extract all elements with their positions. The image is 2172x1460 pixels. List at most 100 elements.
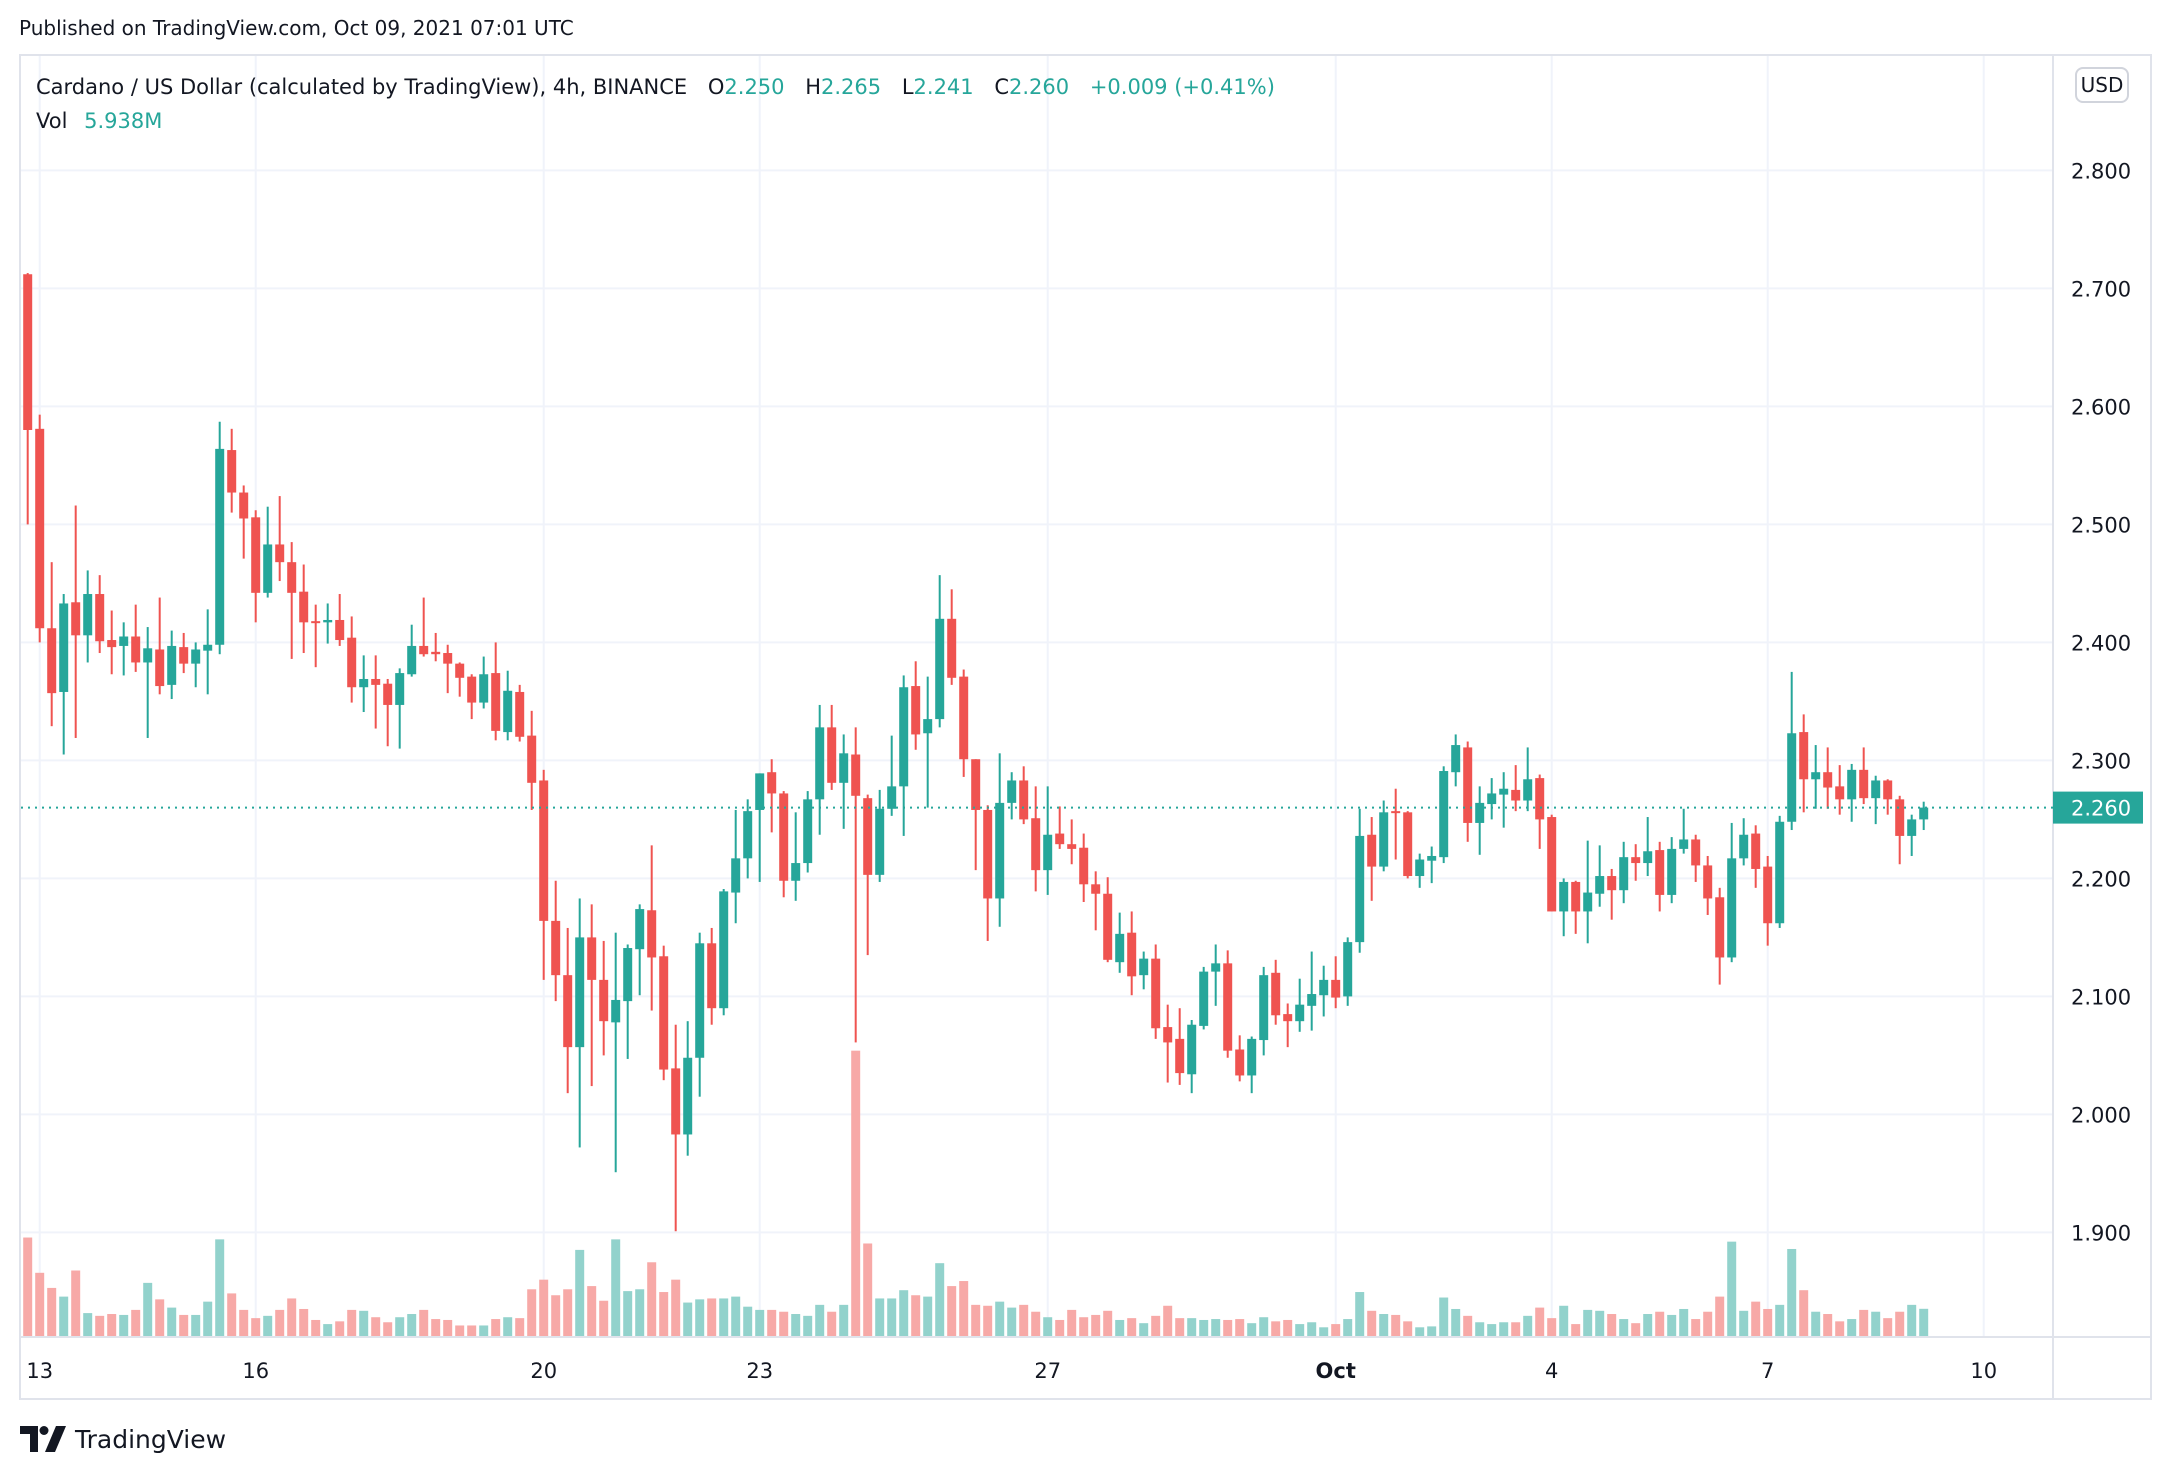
volume-bar [1571, 1324, 1581, 1336]
candle [623, 944, 633, 1059]
candle [251, 510, 261, 623]
candle-body [1283, 1014, 1293, 1022]
candle [575, 898, 585, 1148]
candle [1163, 1004, 1173, 1083]
candle-body [1907, 819, 1917, 836]
candle-body [1355, 835, 1365, 943]
candle [671, 1024, 681, 1232]
candle [1211, 944, 1221, 1006]
candle [155, 597, 165, 695]
volume-bar [1271, 1321, 1281, 1336]
candle [659, 945, 669, 1081]
candle-body [107, 640, 117, 648]
candle [911, 661, 921, 750]
volume-bar [575, 1249, 585, 1336]
candle [1559, 878, 1569, 937]
candle [1871, 775, 1881, 825]
tradingview-logo[interactable]: TradingView [20, 1424, 226, 1454]
candle [971, 759, 981, 871]
volume-bar [347, 1309, 357, 1336]
candle [1583, 840, 1593, 944]
candle [1727, 822, 1737, 963]
candle-body [971, 759, 981, 810]
candle-body [1007, 780, 1017, 803]
volume-bar [59, 1296, 69, 1336]
candle [1283, 1003, 1293, 1048]
candle [695, 932, 705, 1097]
volume-bar [899, 1290, 909, 1336]
candle-body [839, 753, 849, 783]
volume-label[interactable]: Vol [36, 109, 68, 133]
volume-bar [371, 1317, 381, 1336]
last-price-badge [2053, 791, 2143, 824]
candle [587, 904, 597, 1087]
candle [551, 880, 561, 1002]
time-axis-label: 27 [1034, 1359, 1061, 1383]
candle-body [1475, 802, 1485, 823]
volume-bar [1043, 1317, 1053, 1336]
volume-bar [635, 1289, 645, 1336]
candle-body [83, 594, 93, 636]
volume-bar [1055, 1319, 1065, 1336]
candle-wick [422, 597, 425, 657]
time-axis-label: 16 [242, 1359, 269, 1383]
candle [1043, 786, 1053, 895]
volume-bar [35, 1272, 45, 1336]
candle-body [1895, 799, 1905, 836]
candle-body [767, 772, 777, 794]
high-value: 2.265 [821, 75, 882, 99]
volume-bar [647, 1262, 657, 1336]
candle [1379, 800, 1389, 872]
currency-button[interactable]: USD [2075, 67, 2129, 103]
volume-bar [1583, 1309, 1593, 1336]
volume-bar [599, 1300, 609, 1336]
volume-bar [683, 1302, 693, 1336]
volume-bar [335, 1321, 345, 1336]
candle [875, 789, 885, 882]
volume-bar [887, 1298, 897, 1336]
volume-bar [1019, 1304, 1029, 1336]
volume-bar [107, 1314, 117, 1336]
candle [1823, 747, 1833, 809]
candle [635, 904, 645, 996]
candle [1103, 877, 1113, 963]
candle-wick [122, 622, 125, 676]
candle-body [1031, 818, 1041, 871]
candle-body [251, 517, 261, 593]
volume-bar [71, 1270, 81, 1336]
grid-lines [21, 56, 2053, 1336]
candle [347, 616, 357, 703]
candle-body [659, 956, 669, 1070]
time-axis-label: 13 [26, 1359, 53, 1383]
candle [1403, 811, 1413, 879]
volume-bar [503, 1317, 513, 1336]
candle [1787, 671, 1797, 831]
volume-bar [1823, 1314, 1833, 1336]
candle [851, 727, 861, 1043]
symbol-title[interactable]: Cardano / US Dollar (calculated by Tradi… [36, 75, 688, 99]
candle [143, 627, 153, 738]
volume-bar [1487, 1324, 1497, 1336]
candle [1139, 951, 1149, 990]
candle [1175, 1008, 1185, 1085]
volume-bar [671, 1279, 681, 1336]
candle-body [779, 793, 789, 881]
candle-body [551, 920, 561, 976]
candle-body [635, 909, 645, 950]
candle [1007, 772, 1017, 820]
candle-wick [974, 759, 977, 871]
volume-bar [1475, 1322, 1485, 1336]
low-label: L [901, 75, 914, 99]
volume-bar [1163, 1305, 1173, 1336]
candle [71, 505, 81, 738]
candle-wick [1286, 1003, 1289, 1048]
volume-bar [1007, 1307, 1017, 1336]
candle-body [1163, 1027, 1173, 1043]
candle [1439, 766, 1449, 864]
candle-body [1871, 780, 1881, 799]
candle [47, 562, 57, 727]
candle-wick [614, 932, 617, 1173]
candle-body [1547, 817, 1557, 912]
candle [1763, 855, 1773, 946]
